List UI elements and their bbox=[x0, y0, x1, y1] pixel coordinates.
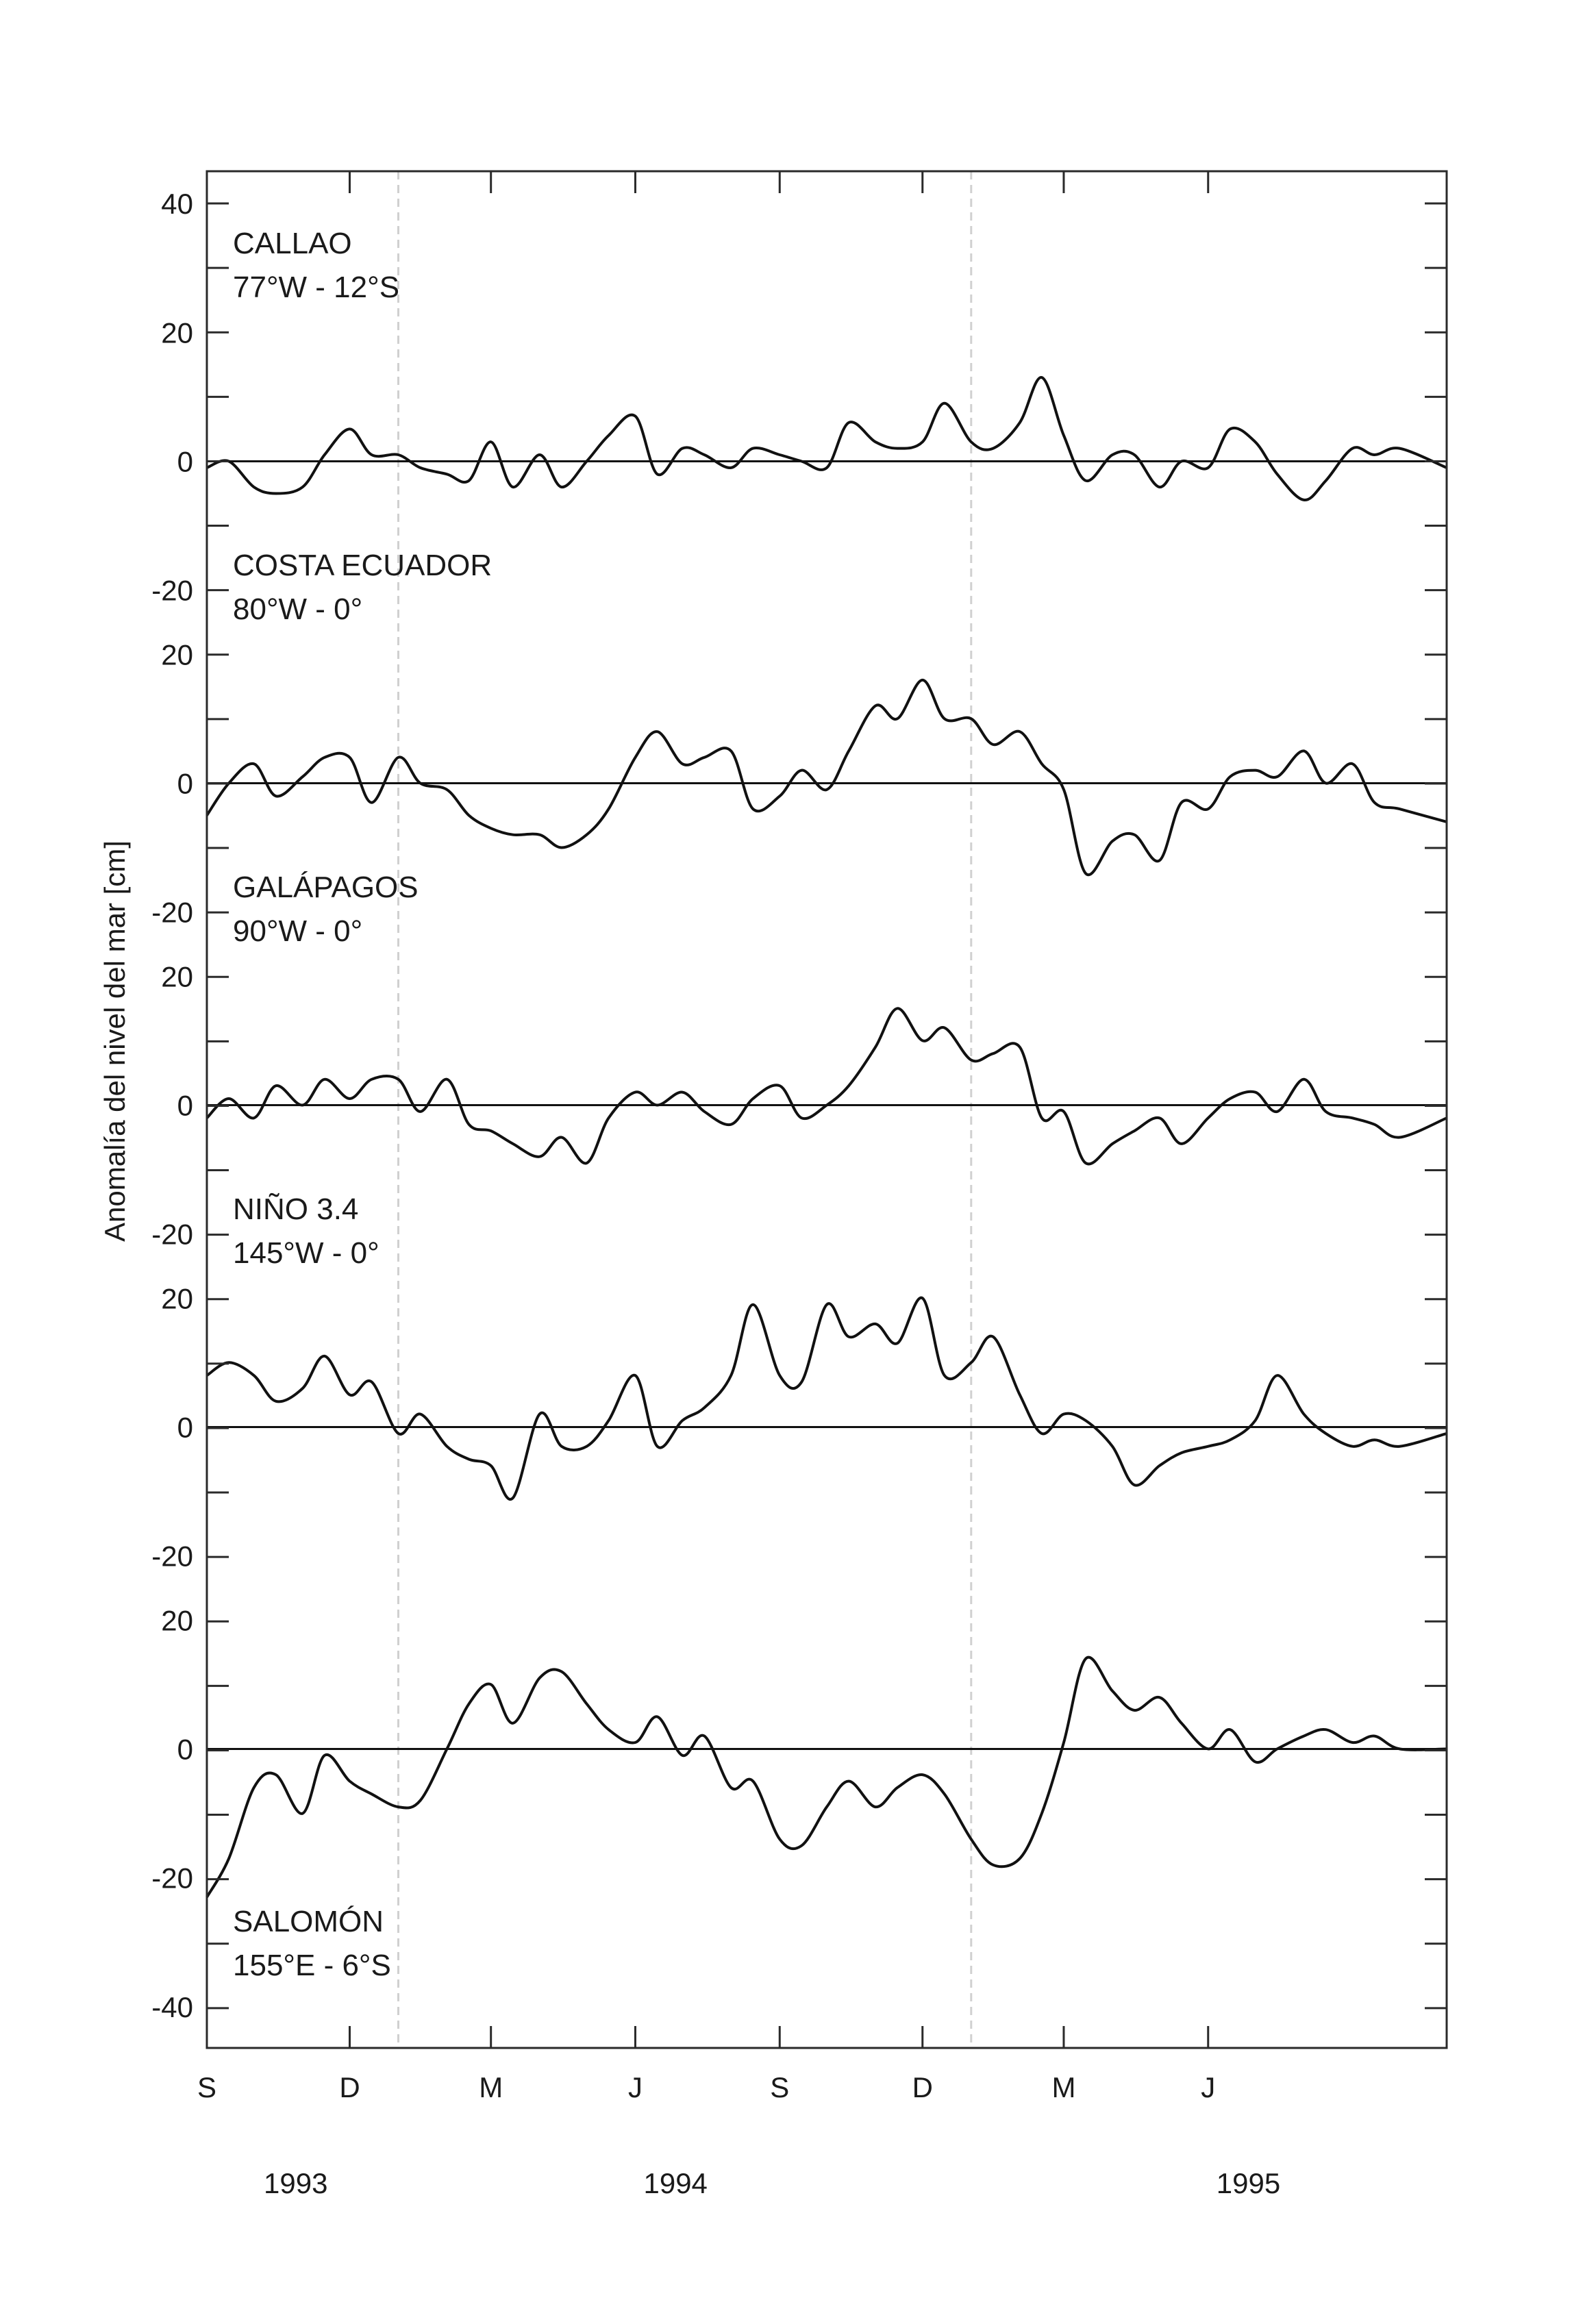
x-month-label: S bbox=[770, 2071, 789, 2103]
station-coordinates: 155°E - 6°S bbox=[233, 1949, 391, 1982]
x-month-label: J bbox=[1201, 2071, 1215, 2103]
series-line-2 bbox=[205, 678, 1447, 877]
y-tick-label: 0 bbox=[177, 1733, 193, 1765]
y-axis-label: Anomalía del nivel del mar [cm] bbox=[99, 840, 131, 1242]
y-tick-label: 20 bbox=[161, 638, 193, 671]
station-coordinates: 145°W - 0° bbox=[233, 1236, 379, 1270]
x-year-label: 1994 bbox=[643, 2167, 707, 2199]
x-year-labels: 1993 1994 1995 bbox=[264, 2167, 1280, 2199]
station-name: NIÑO 3.4 bbox=[233, 1192, 358, 1226]
y-tick-label: -20 bbox=[151, 1540, 193, 1573]
station-name: GALÁPAGOS bbox=[233, 871, 419, 904]
station-name: COSTA ECUADOR bbox=[233, 549, 492, 582]
series-line-4 bbox=[205, 1297, 1447, 1501]
station-coordinates: 90°W - 0° bbox=[233, 914, 362, 948]
x-month-label: S bbox=[197, 2071, 216, 2103]
y-tick-label: 20 bbox=[161, 1604, 193, 1636]
y-tick-label: 0 bbox=[177, 767, 193, 799]
x-month-label: M bbox=[1051, 2071, 1075, 2103]
y-tick-label: 20 bbox=[161, 316, 193, 349]
y-tick-label: 40 bbox=[161, 188, 193, 220]
y-tick-label: -20 bbox=[151, 1862, 193, 1895]
y-tick-label: 0 bbox=[177, 1411, 193, 1443]
station-labels: CALLAO 77°W - 12°S COSTA ECUADOR 80°W - 0° G… bbox=[233, 227, 492, 1982]
y-tick-label: -20 bbox=[151, 575, 193, 607]
y-tick-label: -20 bbox=[151, 1218, 193, 1251]
y-tick-labels: 40 20 0 -20 20 0 -20 20 0 -20 20 0 -20 20 0 -20 -40 bbox=[151, 188, 193, 2023]
station-name: SALOMÓN bbox=[233, 1905, 384, 1938]
station-coordinates: 80°W - 0° bbox=[233, 592, 362, 626]
y-tick-label: -20 bbox=[151, 897, 193, 929]
x-year-label: 1995 bbox=[1217, 2167, 1280, 2199]
station-name: CALLAO bbox=[233, 227, 352, 260]
x-month-label: D bbox=[912, 2071, 933, 2103]
x-year-label: 1993 bbox=[264, 2167, 327, 2199]
axis-ticks bbox=[207, 171, 1447, 2048]
x-month-label: J bbox=[628, 2071, 643, 2103]
y-tick-label: 0 bbox=[177, 1089, 193, 1121]
y-tick-label: 20 bbox=[161, 960, 193, 992]
series-line-1 bbox=[206, 376, 1447, 501]
series-line-3 bbox=[205, 1007, 1447, 1166]
y-tick-label: -40 bbox=[151, 1991, 193, 2023]
y-tick-label: 20 bbox=[161, 1282, 193, 1314]
series-line-5 bbox=[205, 1655, 1447, 1898]
x-month-label: D bbox=[339, 2071, 360, 2103]
year-boundaries bbox=[397, 171, 973, 2048]
series-lines bbox=[205, 376, 1447, 1898]
station-coordinates: 77°W - 12°S bbox=[233, 271, 399, 304]
plot-frame bbox=[205, 170, 1448, 2049]
x-month-label: M bbox=[479, 2071, 503, 2103]
y-tick-label: 0 bbox=[177, 445, 193, 477]
